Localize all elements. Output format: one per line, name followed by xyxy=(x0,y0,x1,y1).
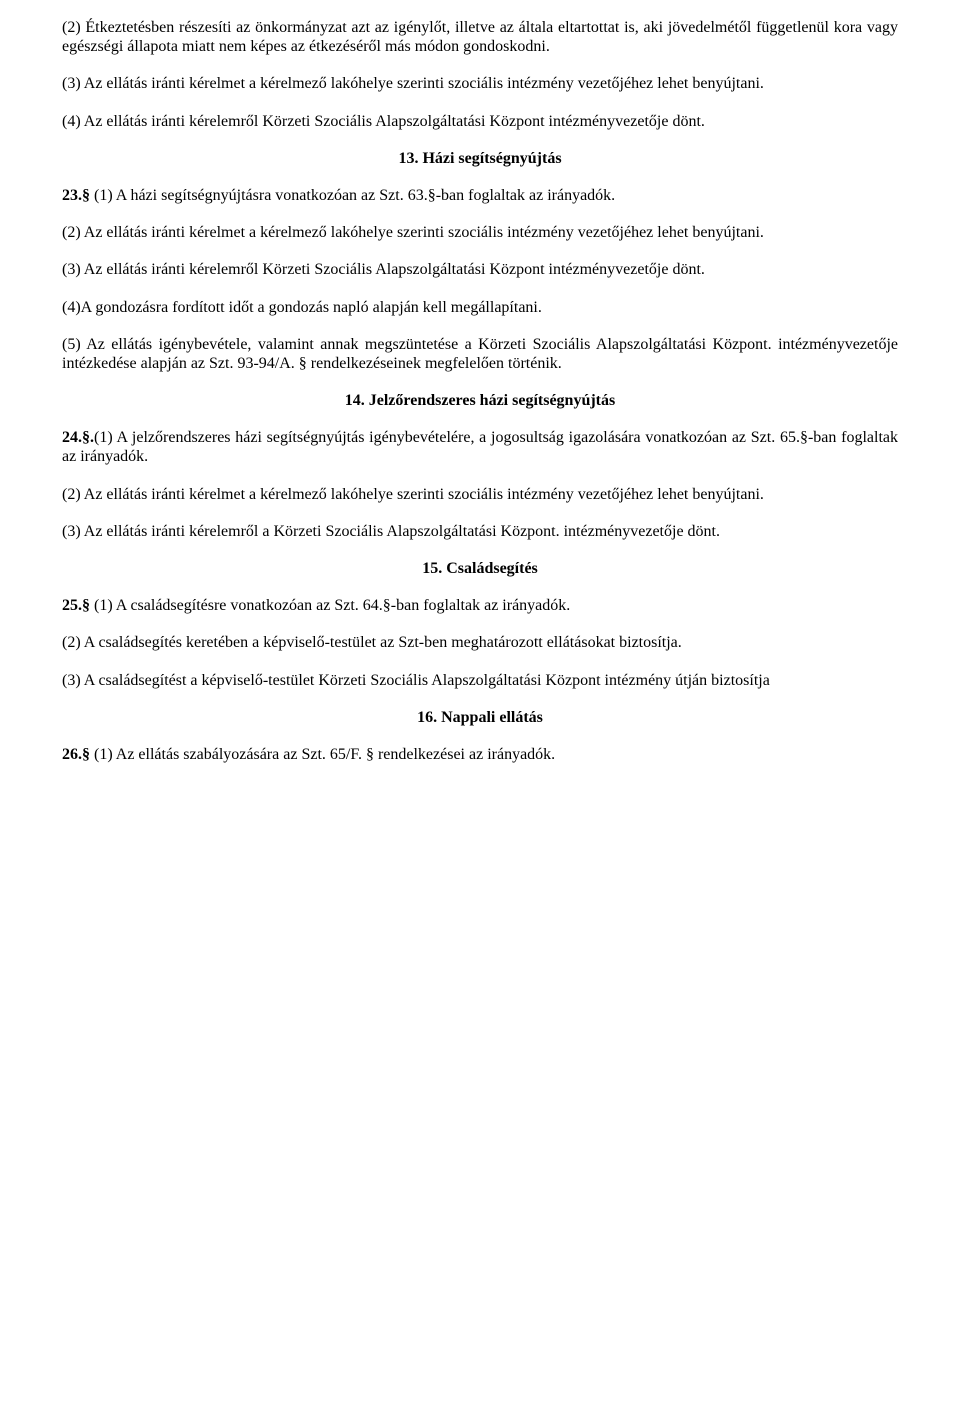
section-25-label: 25.§ xyxy=(62,597,90,614)
paragraph-25-2: (2) A családsegítés keretében a képvisel… xyxy=(62,633,898,652)
section-26-text: (1) Az ellátás szabályozására az Szt. 65… xyxy=(90,746,555,763)
paragraph-23-4: (4)A gondozásra fordított időt a gondozá… xyxy=(62,298,898,317)
section-23-label: 23.§ xyxy=(62,187,90,204)
section-24-text: (1) A jelzőrendszeres házi segítségnyújt… xyxy=(62,429,898,465)
paragraph-26-1: 26.§ (1) Az ellátás szabályozására az Sz… xyxy=(62,745,898,764)
section-24-label: 24.§. xyxy=(62,429,94,446)
paragraph-23-1: 23.§ (1) A házi segítségnyújtásra vonatk… xyxy=(62,186,898,205)
paragraph-24-1: 24.§.(1) A jelzőrendszeres házi segítség… xyxy=(62,428,898,466)
paragraph-4-kerelemrol: (4) Az ellátás iránti kérelemről Körzeti… xyxy=(62,112,898,131)
paragraph-3-kerelmet: (3) Az ellátás iránti kérelmet a kérelme… xyxy=(62,74,898,93)
paragraph-24-3: (3) Az ellátás iránti kérelemről a Körze… xyxy=(62,522,898,541)
paragraph-23-5: (5) Az ellátás igénybevétele, valamint a… xyxy=(62,335,898,373)
heading-14-jelzorendszeres: 14. Jelzőrendszeres házi segítségnyújtás xyxy=(62,391,898,410)
section-23-text: (1) A házi segítségnyújtásra vonatkozóan… xyxy=(90,187,615,204)
heading-16-nappali-ellatas: 16. Nappali ellátás xyxy=(62,708,898,727)
paragraph-25-1: 25.§ (1) A családsegítésre vonatkozóan a… xyxy=(62,596,898,615)
section-26-label: 26.§ xyxy=(62,746,90,763)
paragraph-24-2: (2) Az ellátás iránti kérelmet a kérelme… xyxy=(62,485,898,504)
paragraph-23-3: (3) Az ellátás iránti kérelemről Körzeti… xyxy=(62,260,898,279)
section-25-text: (1) A családsegítésre vonatkozóan az Szt… xyxy=(90,597,570,614)
paragraph-23-2: (2) Az ellátás iránti kérelmet a kérelme… xyxy=(62,223,898,242)
heading-13-hazi-segitsegnyujtas: 13. Házi segítségnyújtás xyxy=(62,149,898,168)
heading-15-csaladsegites: 15. Családsegítés xyxy=(62,559,898,578)
paragraph-2-etkeztetes: (2) Étkeztetésben részesíti az önkormány… xyxy=(62,18,898,56)
paragraph-25-3: (3) A családsegítést a képviselő-testüle… xyxy=(62,671,898,690)
